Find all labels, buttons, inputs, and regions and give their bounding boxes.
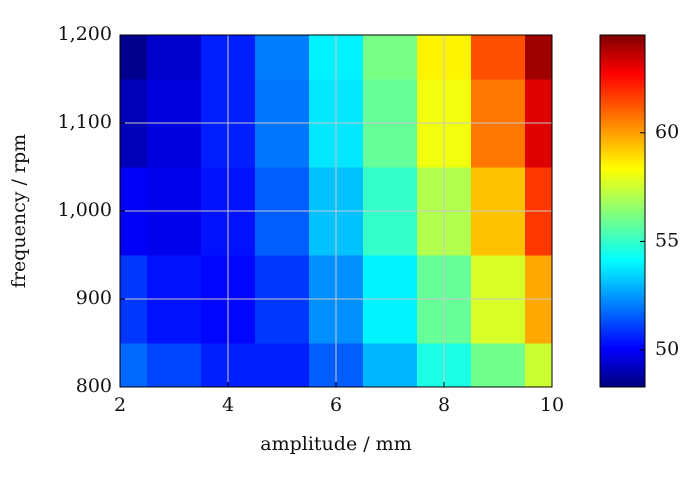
x-tick-label: 6 <box>330 394 342 416</box>
y-tick-label: 1,000 <box>58 199 112 221</box>
y-tick-label: 900 <box>76 287 112 309</box>
heat-cell <box>147 35 202 80</box>
x-tick-label: 4 <box>222 394 234 416</box>
heat-cell <box>525 35 552 80</box>
heat-cell <box>363 343 418 387</box>
heat-cell <box>525 343 552 387</box>
heat-cell <box>120 35 148 80</box>
y-tick-label: 1,200 <box>58 23 112 45</box>
heat-cell <box>471 35 526 80</box>
x-axis-label: amplitude / mm <box>260 433 411 455</box>
colorbar-tick-label: 60 <box>655 121 679 143</box>
heat-cell <box>363 35 418 80</box>
heat-cell <box>120 343 148 387</box>
colorbar-tick-label: 55 <box>655 229 679 251</box>
y-tick-label: 1,100 <box>58 111 112 133</box>
y-axis-label: frequency / rpm <box>8 134 30 288</box>
heat-cell <box>255 35 310 80</box>
colorbar-tick-label: 50 <box>655 338 679 360</box>
x-tick-label: 8 <box>438 394 450 416</box>
heat-cell <box>147 343 202 387</box>
colorbar <box>599 34 646 388</box>
heat-cell <box>255 343 310 387</box>
heat-cell <box>471 343 526 387</box>
x-tick-label: 2 <box>114 394 126 416</box>
x-tick-label: 10 <box>540 394 564 416</box>
y-tick-label: 800 <box>76 375 112 397</box>
